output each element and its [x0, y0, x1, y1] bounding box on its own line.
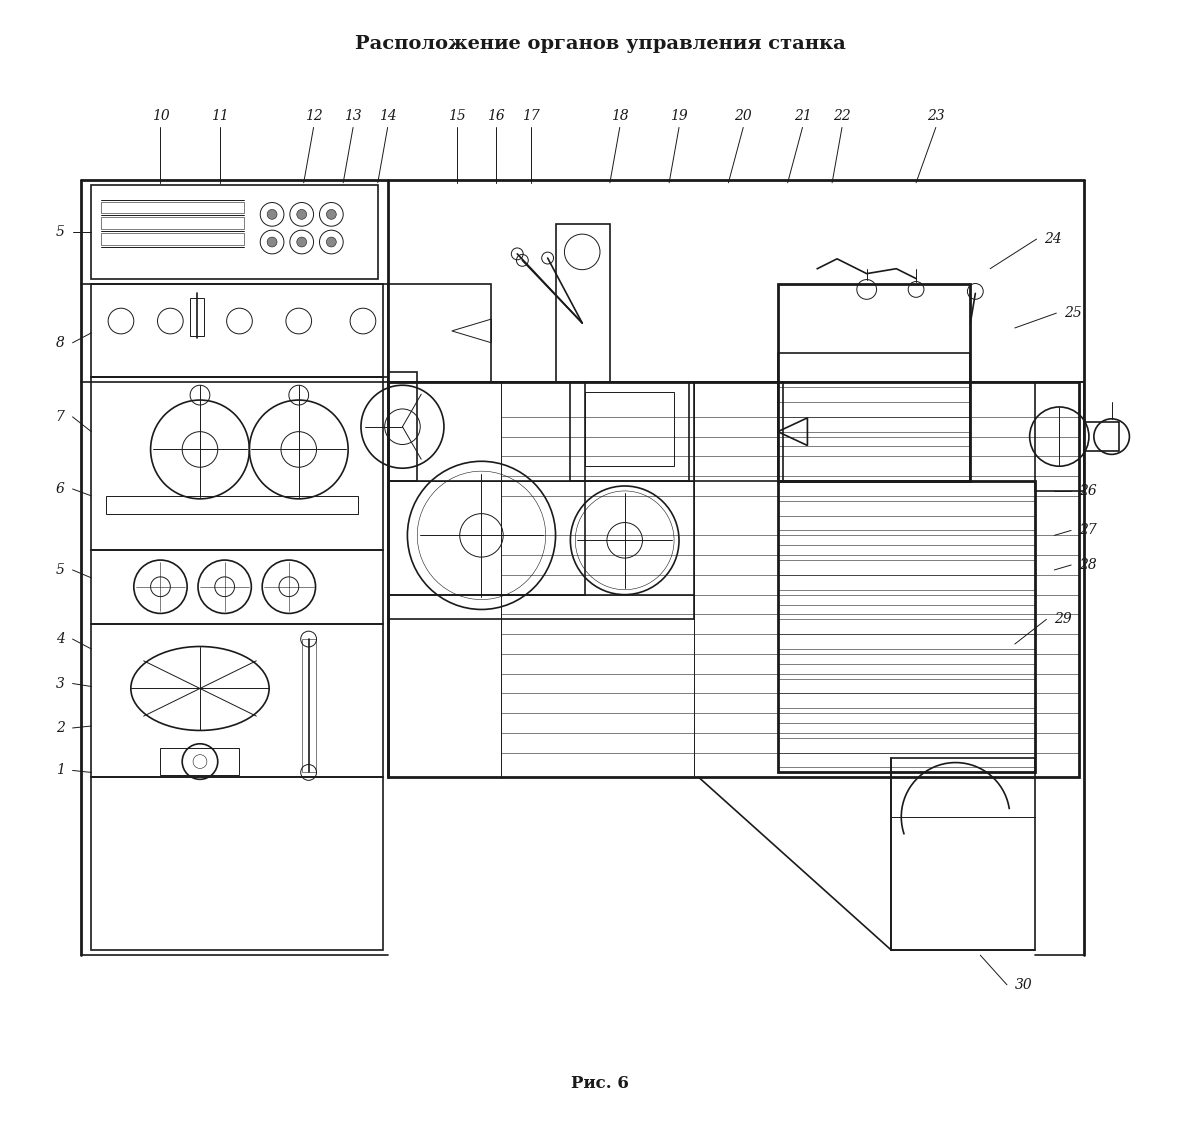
Circle shape: [296, 238, 307, 247]
Text: 28: 28: [1079, 558, 1097, 572]
Bar: [106, 495, 358, 513]
Bar: [388, 382, 782, 481]
Bar: [778, 481, 1034, 772]
Bar: [91, 777, 383, 950]
Text: 2: 2: [55, 720, 65, 735]
Text: 5: 5: [55, 225, 65, 239]
Text: 27: 27: [1079, 524, 1097, 537]
Text: 1: 1: [55, 763, 65, 777]
Bar: [301, 639, 316, 772]
Text: 6: 6: [55, 482, 65, 497]
Text: 18: 18: [611, 109, 629, 122]
Bar: [388, 284, 491, 382]
Text: 4: 4: [55, 632, 65, 646]
Bar: [892, 758, 1034, 950]
Text: 24: 24: [1044, 232, 1062, 247]
Text: 8: 8: [55, 336, 65, 349]
Text: 20: 20: [734, 109, 752, 122]
Circle shape: [326, 238, 336, 247]
Bar: [556, 224, 610, 382]
Text: 26: 26: [1079, 484, 1097, 498]
Text: 7: 7: [55, 409, 65, 424]
Bar: [91, 284, 383, 378]
Text: 29: 29: [1055, 612, 1072, 627]
Text: 21: 21: [793, 109, 811, 122]
Bar: [101, 233, 245, 245]
Text: 22: 22: [833, 109, 851, 122]
Bar: [388, 382, 586, 595]
Text: 5: 5: [55, 563, 65, 577]
Bar: [91, 184, 378, 278]
Text: 15: 15: [448, 109, 466, 122]
Text: 17: 17: [522, 109, 540, 122]
Bar: [91, 624, 383, 777]
Bar: [1084, 422, 1118, 451]
Bar: [586, 392, 674, 466]
Bar: [570, 382, 689, 481]
Text: 11: 11: [211, 109, 229, 122]
Circle shape: [268, 238, 277, 247]
Bar: [1034, 382, 1084, 491]
Text: Расположение органов управления станка: Расположение органов управления станка: [354, 35, 846, 53]
Bar: [388, 372, 418, 481]
Circle shape: [268, 209, 277, 219]
Bar: [190, 299, 204, 336]
Bar: [91, 378, 383, 550]
Bar: [101, 217, 245, 230]
Text: 25: 25: [1064, 307, 1082, 320]
Bar: [778, 353, 971, 481]
Text: 16: 16: [487, 109, 505, 122]
Bar: [388, 382, 1079, 777]
Text: 3: 3: [55, 676, 65, 691]
Text: 30: 30: [1015, 978, 1032, 992]
Text: 13: 13: [344, 109, 362, 122]
Text: Рис. 6: Рис. 6: [571, 1076, 629, 1093]
Text: 19: 19: [670, 109, 688, 122]
Bar: [101, 201, 245, 214]
Circle shape: [296, 209, 307, 219]
Text: 12: 12: [305, 109, 323, 122]
Bar: [778, 284, 971, 481]
Circle shape: [326, 209, 336, 219]
Text: 23: 23: [926, 109, 944, 122]
Bar: [161, 748, 240, 776]
Text: 10: 10: [151, 109, 169, 122]
Bar: [91, 550, 383, 624]
Text: 14: 14: [379, 109, 396, 122]
